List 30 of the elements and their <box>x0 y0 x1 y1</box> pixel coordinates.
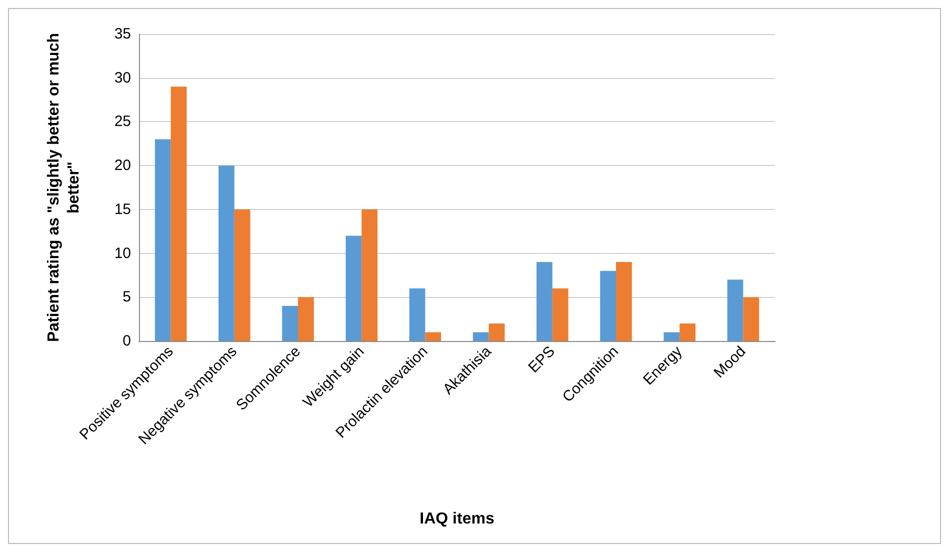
bar <box>298 297 314 341</box>
y-tick-label: 20 <box>114 157 131 174</box>
bar <box>218 166 234 341</box>
y-tick-label: 25 <box>114 113 131 130</box>
bar <box>154 139 171 341</box>
bar <box>552 288 568 341</box>
bar <box>488 323 505 341</box>
bar <box>170 86 187 341</box>
bar <box>536 262 552 341</box>
x-axis-title: IAQ items <box>420 510 494 528</box>
bar <box>346 236 362 341</box>
bar <box>425 332 442 341</box>
y-tick-label: 30 <box>114 69 131 86</box>
bar <box>362 209 378 341</box>
bar <box>409 288 426 341</box>
y-tick-label: 10 <box>114 244 131 262</box>
y-tick-label: 35 <box>114 26 131 42</box>
bar <box>727 280 744 341</box>
y-tick-label: 0 <box>122 332 131 350</box>
y-tick-label: 5 <box>122 288 131 306</box>
y-axis-title: Patient rating as "slightly better or much better" <box>46 33 82 342</box>
bar <box>282 306 298 341</box>
bar <box>616 262 632 341</box>
bar <box>664 332 680 341</box>
bar <box>600 270 616 341</box>
bar <box>743 297 760 341</box>
y-tick-label: 15 <box>114 200 131 218</box>
bar <box>680 323 696 341</box>
bar <box>472 332 489 341</box>
bar <box>234 209 250 341</box>
